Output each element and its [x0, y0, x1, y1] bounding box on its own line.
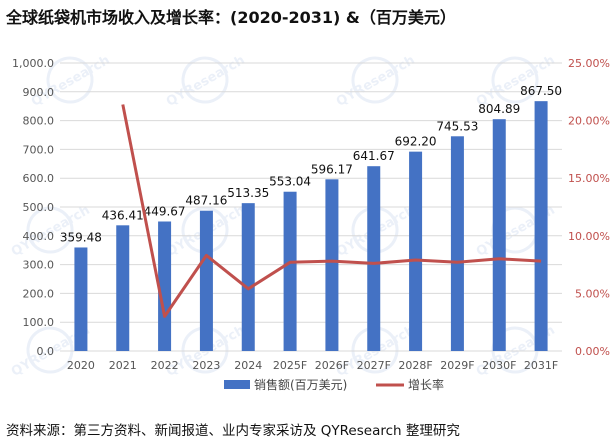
bar-value-label: 692.20	[395, 135, 437, 149]
watermark-ring	[181, 326, 229, 374]
legend: 销售额(百万美元) 增长率	[224, 377, 444, 392]
left-axis-ticks: 0.0 100.0 200.0 300.0 400.0 500.0 600.0 700.0 80…	[12, 57, 54, 358]
x-tick-label: 2023	[192, 359, 220, 372]
chart-title: 全球纸袋机市场收入及增长率：(2020-2031) &（百万美元）	[6, 8, 456, 27]
right-tick-label: 5.00%	[575, 287, 610, 300]
bar-value-label: 436.41	[102, 208, 144, 222]
bar	[283, 191, 297, 351]
watermark-0: QYResearch	[164, 53, 248, 110]
growth-rate-line	[121, 104, 542, 318]
watermark-ring	[351, 206, 399, 254]
bar-value-label: 513.35	[227, 186, 269, 200]
legend-line-label: 增长率	[408, 377, 444, 392]
watermark-1: QYResearch	[334, 53, 418, 110]
bar-value-label: 745.53	[436, 119, 478, 133]
x-axis-ticks: 2020 2021 2022 2023 2024 2025F 2026F 2027F 2028F…	[67, 359, 558, 372]
watermark-10: QYResearch	[474, 323, 558, 380]
watermark-ring	[491, 56, 539, 104]
bar	[325, 179, 339, 351]
bar-value-label: 553.04	[269, 175, 311, 189]
x-tick-label: 2024	[234, 359, 262, 372]
bar-value-label: 596.17	[311, 162, 353, 176]
x-tick-label: 2026F	[315, 359, 349, 372]
watermark-11: QYResearch	[29, 53, 113, 110]
right-tick-label: 20.00%	[568, 115, 610, 128]
left-tick-label: 100.0	[23, 316, 55, 329]
bar-value-label: 449.67	[144, 204, 186, 218]
bar-value-label: 867.50	[520, 84, 562, 98]
left-tick-label: 300.0	[23, 259, 55, 272]
watermark-ring	[26, 326, 74, 374]
right-tick-label: 0.00%	[575, 345, 610, 358]
legend-bar-swatch	[224, 380, 250, 389]
bar	[450, 136, 464, 351]
left-tick-label: 1,000.0	[12, 57, 54, 70]
left-tick-label: 600.0	[23, 172, 55, 185]
bar	[241, 203, 255, 351]
bar	[116, 225, 130, 351]
x-tick-label: 2030F	[482, 359, 516, 372]
bar	[199, 210, 213, 351]
x-tick-label: 2027F	[357, 359, 391, 372]
x-tick-label: 2025F	[273, 359, 307, 372]
bar	[409, 151, 423, 351]
bar-series	[74, 101, 548, 351]
watermark-ring	[351, 326, 399, 374]
left-tick-label: 400.0	[23, 230, 55, 243]
left-tick-label: 900.0	[23, 86, 55, 99]
right-axis-ticks: 0.00% 5.00% 10.00% 15.00% 20.00% 25.00%	[568, 57, 610, 358]
watermark-ring	[46, 56, 94, 104]
bar	[158, 221, 172, 351]
watermark-ring	[26, 206, 74, 254]
watermark-ring	[351, 56, 399, 104]
legend-bar-label: 销售额(百万美元)	[254, 377, 347, 392]
source-note: 资料来源：第三方资料、新闻报道、业内专家采访及 QYResearch 整理研究	[6, 423, 460, 439]
x-tick-label: 2031F	[524, 359, 558, 372]
bar-value-label: 641.67	[353, 149, 395, 163]
bar	[492, 119, 506, 351]
x-tick-label: 2021	[109, 359, 137, 372]
bar-value-label: 804.89	[478, 102, 520, 116]
left-tick-label: 700.0	[23, 143, 55, 156]
watermark-ring	[181, 206, 229, 254]
left-tick-label: 0.0	[37, 345, 55, 358]
x-tick-label: 2022	[151, 359, 179, 372]
left-tick-label: 500.0	[23, 201, 55, 214]
right-tick-label: 10.00%	[568, 230, 610, 243]
right-tick-label: 25.00%	[568, 57, 610, 70]
bar	[534, 101, 548, 351]
right-tick-label: 15.00%	[568, 172, 610, 185]
left-tick-label: 800.0	[23, 115, 55, 128]
bar-value-label: 487.16	[185, 194, 227, 208]
left-tick-label: 200.0	[23, 287, 55, 300]
watermark-ring	[181, 56, 229, 104]
x-tick-label: 2028F	[398, 359, 432, 372]
bar-value-label: 359.48	[60, 230, 102, 244]
bar	[74, 247, 88, 351]
x-tick-label: 2020	[67, 359, 95, 372]
x-tick-label: 2029F	[440, 359, 474, 372]
bar	[367, 166, 381, 351]
grid-lines	[60, 62, 562, 352]
